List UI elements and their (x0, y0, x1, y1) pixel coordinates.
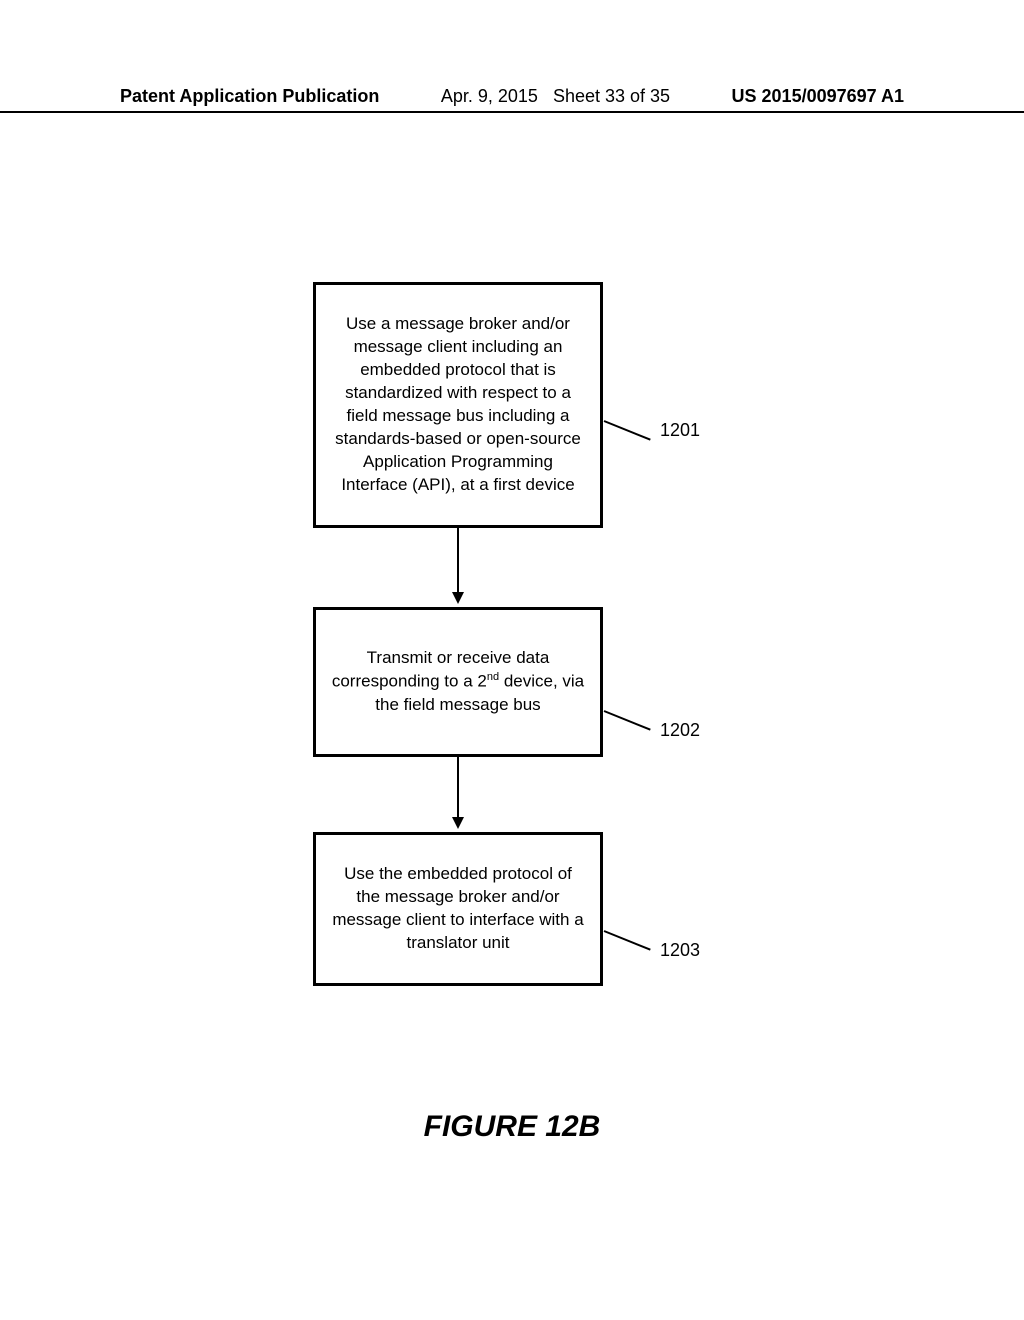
flowchart-node-text: Transmit or receive data corresponding t… (330, 647, 586, 716)
flowchart-node-n1: Use a message broker and/or message clie… (313, 282, 603, 528)
flowchart-node-text: Use the embedded protocol of the message… (330, 863, 586, 955)
leader-line (604, 420, 651, 441)
leader-line (604, 710, 651, 731)
flowchart-node-label: 1203 (660, 940, 700, 961)
arrowhead-icon (452, 817, 464, 829)
flowchart-node-text: Use a message broker and/or message clie… (330, 313, 586, 497)
flowchart-edge (457, 528, 459, 594)
flowchart-node-label: 1202 (660, 720, 700, 741)
leader-line (604, 930, 651, 951)
flowchart-node-n2: Transmit or receive data corresponding t… (313, 607, 603, 757)
arrowhead-icon (452, 592, 464, 604)
figure-caption: FIGURE 12B (0, 1110, 1024, 1144)
flowchart-node-n3: Use the embedded protocol of the message… (313, 832, 603, 986)
flowchart-edge (457, 757, 459, 819)
flowchart-node-label: 1201 (660, 420, 700, 441)
page-container: Patent Application Publication Apr. 9, 2… (0, 0, 1024, 1320)
